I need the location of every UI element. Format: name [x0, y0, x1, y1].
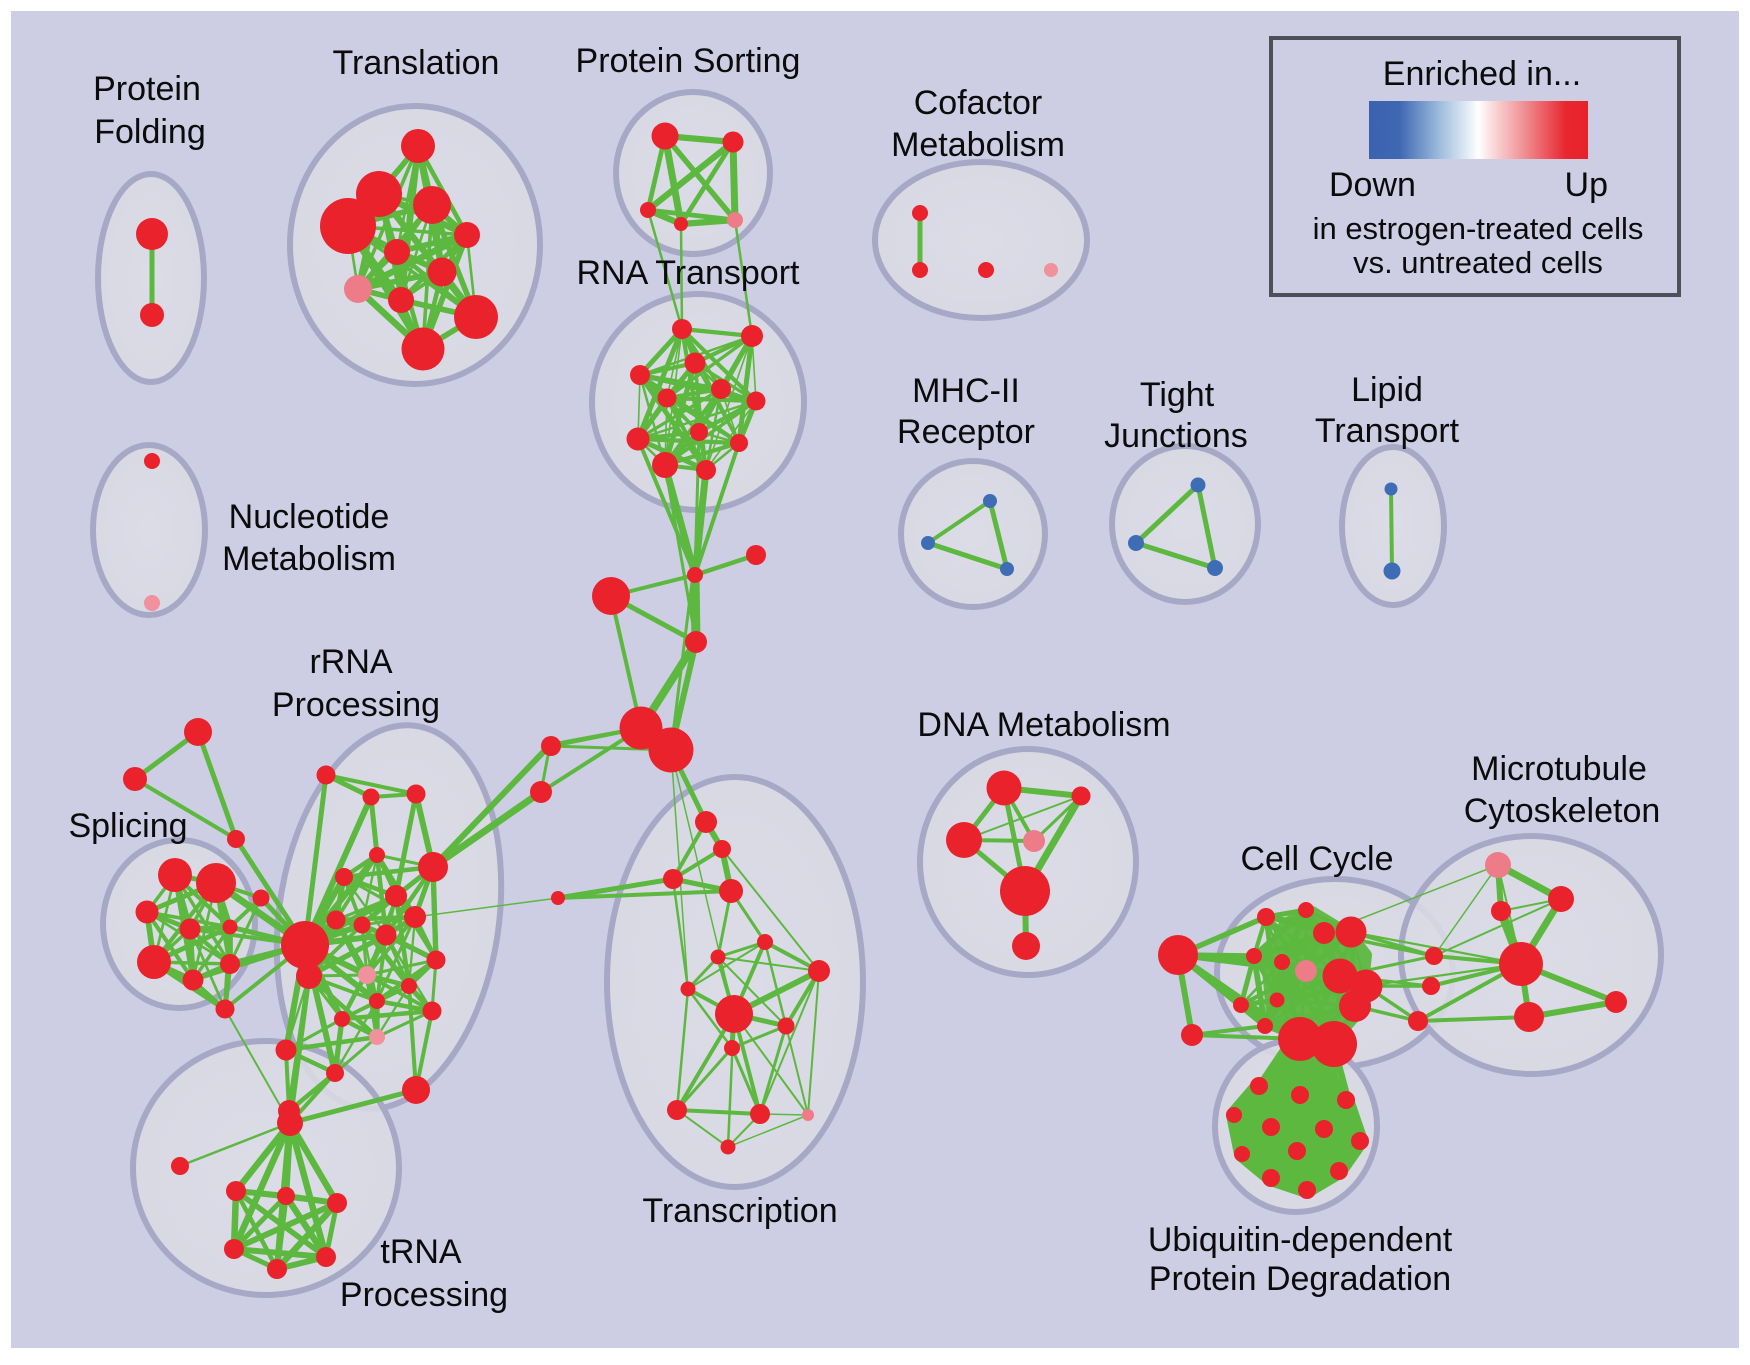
svg-text:Transport: Transport — [1315, 412, 1460, 450]
svg-text:Processing: Processing — [272, 686, 440, 724]
svg-text:Translation: Translation — [333, 44, 500, 82]
svg-text:Metabolism: Metabolism — [891, 126, 1065, 164]
svg-text:Folding: Folding — [94, 113, 206, 151]
svg-text:Ubiquitin-dependent: Ubiquitin-dependent — [1148, 1221, 1453, 1259]
svg-text:Protein Sorting: Protein Sorting — [576, 42, 801, 80]
svg-text:Up: Up — [1565, 166, 1608, 204]
svg-text:Cofactor: Cofactor — [914, 84, 1043, 122]
svg-text:Splicing: Splicing — [68, 807, 187, 845]
svg-text:Receptor: Receptor — [897, 413, 1035, 451]
svg-text:tRNA: tRNA — [380, 1233, 462, 1271]
svg-text:Nucleotide: Nucleotide — [229, 498, 390, 536]
svg-text:vs. untreated cells: vs. untreated cells — [1353, 245, 1603, 280]
svg-text:Cell Cycle: Cell Cycle — [1240, 840, 1393, 878]
svg-text:Enriched in...: Enriched in... — [1383, 55, 1581, 93]
svg-text:Microtubule: Microtubule — [1471, 750, 1647, 788]
svg-text:RNA Transport: RNA Transport — [577, 254, 801, 292]
svg-text:Tight: Tight — [1140, 376, 1215, 414]
svg-text:Junctions: Junctions — [1104, 417, 1248, 455]
svg-text:in estrogen-treated cells: in estrogen-treated cells — [1313, 211, 1644, 246]
svg-text:Transcription: Transcription — [642, 1192, 837, 1230]
svg-text:Cytoskeleton: Cytoskeleton — [1464, 792, 1661, 830]
svg-text:Processing: Processing — [340, 1276, 508, 1314]
svg-text:Lipid: Lipid — [1351, 371, 1423, 409]
svg-text:Protein: Protein — [93, 70, 201, 108]
svg-text:DNA Metabolism: DNA Metabolism — [917, 706, 1170, 744]
svg-text:Down: Down — [1329, 166, 1416, 204]
svg-text:Metabolism: Metabolism — [222, 540, 396, 578]
svg-text:MHC-II: MHC-II — [912, 372, 1020, 410]
svg-text:rRNA: rRNA — [309, 643, 392, 681]
svg-text:Protein Degradation: Protein Degradation — [1149, 1260, 1451, 1298]
